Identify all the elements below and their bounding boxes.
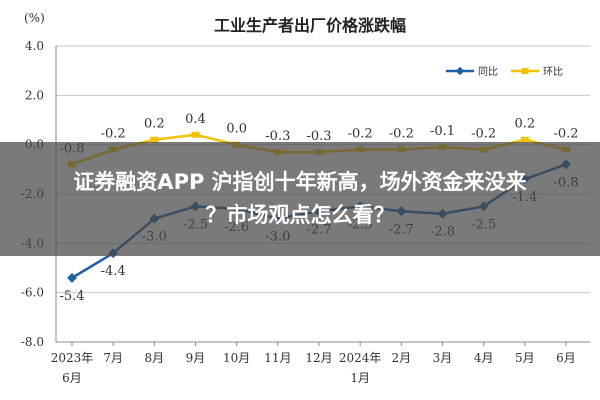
x-tick-label: 5月 xyxy=(515,351,535,365)
x-tick-label: 2月 xyxy=(392,351,412,365)
data-label-mom: 0.2 xyxy=(144,117,165,132)
data-label-mom: -0.2 xyxy=(348,127,373,142)
data-point-mom xyxy=(520,136,529,143)
chart-title: 工业生产者出厂价格涨跌幅 xyxy=(214,16,406,35)
legend-label-mom: 环比 xyxy=(543,66,563,78)
x-tick-label: 10月 xyxy=(223,351,250,365)
data-label-yoy: -5.4 xyxy=(59,289,84,304)
data-label-yoy: -4.4 xyxy=(101,264,126,279)
y-tick-label: 2.0 xyxy=(25,88,44,102)
data-label-mom: -0.1 xyxy=(430,124,455,139)
data-label-mom: -0.2 xyxy=(471,127,496,142)
promo-banner[interactable]: 证券融资APP 沪指创十年新高，场外资金来没来 ？市场观点怎么看？ xyxy=(0,142,600,256)
x-tick-label: 2023年 xyxy=(51,351,94,365)
legend-label-yoy: 同比 xyxy=(478,66,498,78)
data-point-mom xyxy=(150,136,159,143)
data-label-mom: -0.2 xyxy=(101,127,126,142)
x-tick-label: 12月 xyxy=(305,351,332,365)
legend-marker-mom xyxy=(521,68,529,74)
x-axis-ticks: 2023年 6月 7月 8月 9月 10月 11月 12月 2024年 1月 2月 3月 4月 5月 6月 xyxy=(51,342,576,385)
data-label-mom: 0.0 xyxy=(226,122,247,137)
data-label-mom: -0.2 xyxy=(553,127,578,142)
x-tick-label: 3月 xyxy=(433,351,453,365)
x-tick-label: 7月 xyxy=(103,351,123,365)
data-label-mom: 0.2 xyxy=(514,117,535,132)
x-tick-label: 9月 xyxy=(186,351,206,365)
x-tick-label: 2024年 xyxy=(339,351,382,365)
legend: 同比 环比 xyxy=(446,66,563,78)
x-tick-label: 8月 xyxy=(145,351,165,365)
data-label-mom: -0.3 xyxy=(306,129,331,144)
data-point-mom xyxy=(191,131,200,138)
y-tick-label: -8.0 xyxy=(21,335,44,349)
x-tick-label: 6月 xyxy=(556,351,576,365)
data-label-mom: 0.4 xyxy=(185,112,206,127)
y-tick-label: 4.0 xyxy=(25,39,44,53)
x-tick-label: 11月 xyxy=(264,351,291,365)
y-axis-unit: (%) xyxy=(24,11,45,25)
x-tick-label: 4月 xyxy=(474,351,494,365)
x-tick-label-line2: 1月 xyxy=(350,371,370,385)
banner-line-1: 证券融资APP 沪指创十年新高，场外资金来没来 xyxy=(73,170,527,194)
x-tick-label-line2: 6月 xyxy=(62,371,82,385)
data-label-mom: -0.2 xyxy=(389,127,414,142)
data-label-mom: -0.3 xyxy=(265,129,290,144)
legend-marker-yoy xyxy=(455,66,465,76)
banner-line-2: ？市场观点怎么看？ xyxy=(205,203,395,227)
y-tick-label: -6.0 xyxy=(21,286,44,300)
